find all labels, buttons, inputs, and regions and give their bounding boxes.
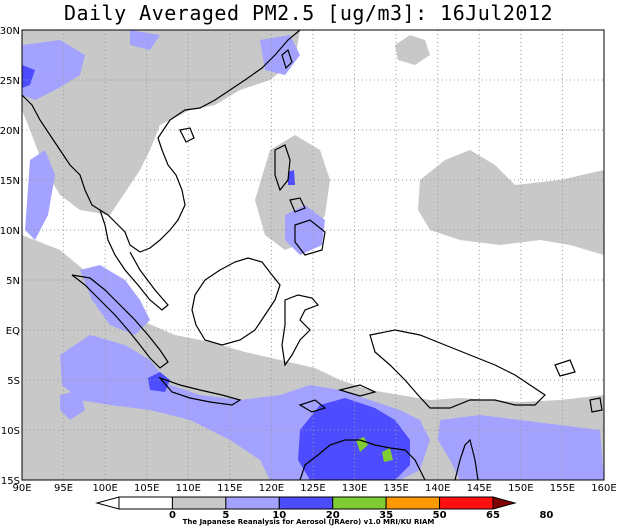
colorbar-arrow-low (95, 496, 120, 510)
contour-10-20-nw (22, 40, 85, 100)
colorbar-level-label: 50 (433, 510, 447, 521)
lat-tick-label: EQ (6, 326, 20, 337)
lat-tick-label: 10N (0, 226, 20, 237)
lon-tick-label: 160E (591, 483, 616, 494)
colorbar-level-label: 65 (486, 510, 500, 521)
contour-10-20-north (130, 30, 160, 50)
colorbar-level-label: 0 (169, 510, 176, 521)
lat-lon-grid (22, 30, 604, 480)
map-frame (21, 29, 605, 481)
colorbar: 0 5 10 20 35 50 65 80 (95, 496, 553, 521)
lon-tick-label: 140E (425, 483, 450, 494)
colorbar-level-label: 5 (222, 510, 229, 521)
lon-tick-label: 100E (92, 483, 117, 494)
colorbar-segment (278, 496, 334, 510)
colorbar-segment (385, 496, 441, 510)
map-title: Daily Averaged PM2.5 [ug/m3]: 16Jul2012 (63, 1, 554, 25)
contour-20-35-nw (22, 65, 35, 88)
lat-tick-label: 5S (7, 376, 20, 387)
colorbar-segment (171, 496, 227, 510)
contour-20-35-main (298, 398, 410, 480)
contour-20-35-phil (288, 170, 295, 185)
lat-tick-label: 20N (0, 126, 20, 137)
colorbar-segment (332, 496, 387, 510)
contour-5-10-northwest (22, 30, 300, 215)
contour-5-10-ne (395, 35, 430, 65)
contour-35-50-b (382, 448, 393, 462)
latitude-labels: 30N 25N 20N 15N 10N 5N EQ 5S 10S 15S (0, 26, 20, 487)
lat-tick-label: 15S (1, 476, 20, 487)
lon-tick-label: 155E (550, 483, 575, 494)
lon-tick-label: 110E (176, 483, 201, 494)
lat-tick-label: 10S (1, 426, 20, 437)
colorbar-segment (225, 496, 280, 510)
colorbar-level-label: 10 (272, 510, 286, 521)
colorbar-arrow-high (492, 496, 517, 510)
contour-10-20-southeast (438, 415, 604, 480)
lon-tick-label: 115E (217, 483, 242, 494)
contour-10-20-west (60, 390, 85, 420)
lon-tick-label: 135E (383, 483, 408, 494)
lon-tick-label: 150E (508, 483, 533, 494)
contour-20-35-java (148, 372, 170, 392)
colorbar-level-label: 80 (539, 510, 553, 521)
lon-tick-label: 125E (300, 483, 325, 494)
colorbar-segment (118, 496, 173, 510)
credit-text: The Japanese Reanalysis for Aerosol (JRA… (182, 518, 435, 526)
lon-tick-label: 145E (467, 483, 492, 494)
lat-tick-label: 5N (6, 276, 20, 287)
lon-tick-label: 90E (12, 483, 31, 494)
lat-tick-label: 15N (0, 176, 20, 187)
longitude-labels: 90E 95E 100E 105E 110E 115E 120E 125E 130E 135E 14… (12, 483, 616, 494)
lon-tick-label: 130E (342, 483, 367, 494)
contour-5-10-east (418, 150, 604, 255)
contour-35-50-a (356, 437, 368, 452)
contour-10-20-north2 (260, 35, 300, 75)
colorbar-segment (439, 496, 494, 510)
colorbar-level-label: 35 (379, 510, 393, 521)
lon-tick-label: 120E (259, 483, 284, 494)
contour-10-20-nw2 (25, 150, 55, 240)
lon-tick-label: 105E (134, 483, 159, 494)
colorbar-level-label: 20 (326, 510, 340, 521)
lat-tick-label: 25N (0, 76, 20, 87)
lon-tick-label: 95E (54, 483, 73, 494)
coastlines (22, 30, 603, 480)
lat-tick-label: 30N (0, 26, 20, 37)
